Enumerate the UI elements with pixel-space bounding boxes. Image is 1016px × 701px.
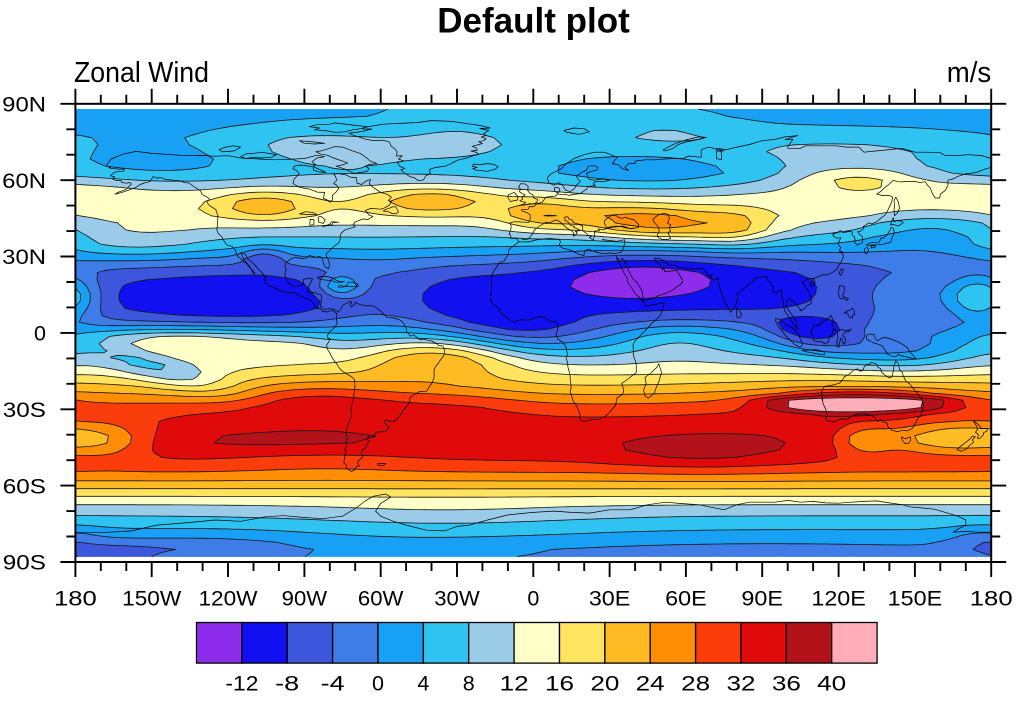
- svg-text:150W: 150W: [122, 586, 182, 610]
- svg-text:16: 16: [545, 672, 574, 696]
- svg-text:90E: 90E: [741, 586, 783, 610]
- svg-text:-4: -4: [321, 672, 345, 696]
- svg-text:120E: 120E: [811, 586, 866, 610]
- svg-text:0: 0: [372, 672, 384, 696]
- svg-text:30E: 30E: [589, 586, 631, 610]
- svg-text:20: 20: [590, 672, 619, 696]
- svg-text:8: 8: [463, 672, 475, 696]
- svg-text:180: 180: [54, 586, 97, 610]
- svg-text:-12: -12: [225, 672, 258, 696]
- svg-text:30W: 30W: [434, 586, 480, 610]
- svg-text:90N: 90N: [2, 93, 46, 117]
- svg-text:90S: 90S: [3, 551, 46, 575]
- svg-text:90W: 90W: [282, 586, 328, 610]
- svg-text:60W: 60W: [358, 586, 404, 610]
- svg-text:60E: 60E: [665, 586, 707, 610]
- svg-text:36: 36: [772, 672, 801, 696]
- svg-text:40: 40: [817, 672, 846, 696]
- svg-text:m/s: m/s: [947, 57, 992, 89]
- svg-text:120W: 120W: [199, 586, 259, 610]
- svg-text:180: 180: [970, 586, 1013, 610]
- svg-text:-8: -8: [275, 672, 299, 696]
- svg-text:30N: 30N: [2, 245, 46, 269]
- svg-text:24: 24: [636, 672, 665, 696]
- svg-text:12: 12: [500, 672, 529, 696]
- svg-text:30S: 30S: [3, 398, 46, 422]
- svg-text:0: 0: [34, 322, 46, 346]
- svg-text:0: 0: [527, 586, 539, 610]
- svg-text:Zonal Wind: Zonal Wind: [74, 57, 209, 89]
- svg-text:Default plot: Default plot: [437, 1, 630, 40]
- svg-text:32: 32: [727, 672, 756, 696]
- svg-text:60S: 60S: [3, 474, 46, 498]
- svg-text:28: 28: [681, 672, 710, 696]
- svg-text:60N: 60N: [2, 169, 46, 193]
- svg-text:150E: 150E: [888, 586, 943, 610]
- svg-text:4: 4: [417, 672, 429, 696]
